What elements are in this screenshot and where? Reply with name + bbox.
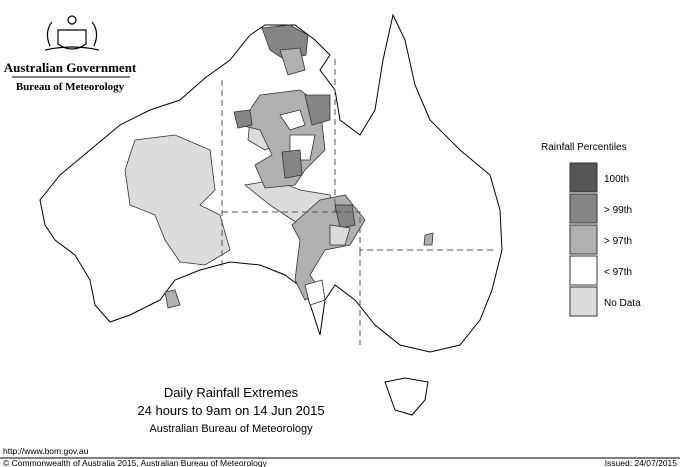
rainfall-region (279, 47, 306, 76)
legend-title: Rainfall Percentiles (541, 142, 627, 153)
legend-swatch (569, 224, 598, 255)
tasmania-outline (384, 377, 429, 416)
legend-swatch (569, 286, 598, 317)
legend-swatch (569, 255, 598, 286)
legend-label: No Data (604, 298, 641, 309)
legend-swatch (569, 193, 598, 224)
legend-label: 100th (604, 174, 629, 185)
rainfall-regions (124, 24, 434, 309)
rainfall-region (334, 204, 356, 229)
legend-label: > 97th (604, 236, 632, 247)
map-source: Australian Bureau of Meteorology (149, 423, 313, 435)
state-borders (221, 55, 497, 345)
bureau-name: Bureau of Meteorology (16, 81, 125, 93)
rainfall-region (423, 232, 434, 246)
rainfall-region (124, 134, 231, 266)
map-subtitle: 24 hours to 9am on 14 Jun 2015 (137, 403, 324, 418)
rainfall-region (281, 149, 303, 179)
rainfall-region (233, 109, 253, 129)
footer-issued: Issued: 24/07/2015 (605, 458, 678, 467)
rainfall-region (304, 279, 326, 306)
rainfall-region (304, 94, 331, 126)
legend-label: > 99th (604, 205, 632, 216)
footer-url: http://www.bom.gov.au (3, 446, 89, 456)
rainfall-region (279, 109, 306, 131)
crest (44, 15, 100, 51)
rainfall-region (164, 289, 181, 309)
legend-label: < 97th (604, 267, 632, 278)
rainfall-region (329, 224, 351, 246)
legend-swatch (569, 162, 598, 193)
footer-copyright: © Commonwealth of Australia 2015, Austra… (3, 458, 268, 467)
government-name: Australian Government (4, 60, 137, 75)
map-title: Daily Rainfall Extremes (164, 385, 299, 400)
legend: 100th > 99th > 97th < 97th No Data (569, 162, 641, 317)
